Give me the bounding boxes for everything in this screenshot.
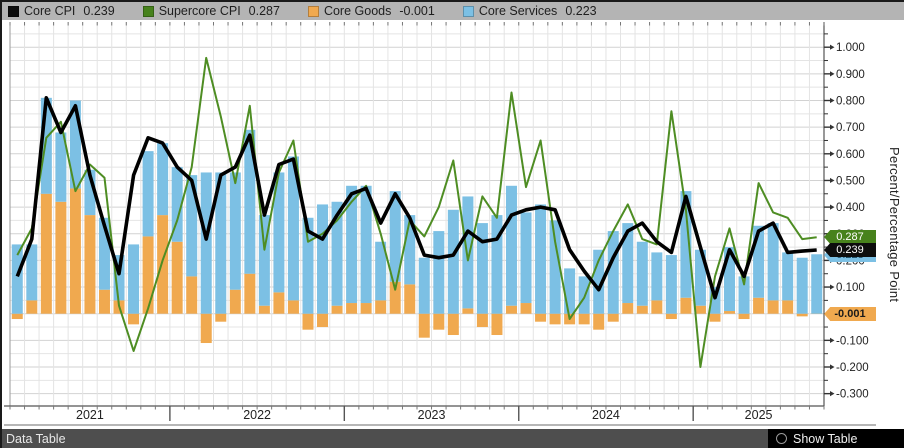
x-axis-year-labels: 2021 2022 2023 2024 2025 <box>76 406 773 422</box>
data-table-button[interactable]: Data Table <box>6 432 66 446</box>
legend-value: 0.239 <box>83 4 115 18</box>
y-axis-title: Percent/Percentage Point <box>887 147 902 303</box>
goods-axis-badge: -0.001 <box>824 307 876 321</box>
core-services-swatch-icon <box>462 5 474 17</box>
core-axis-badge: 0.239 <box>824 243 876 257</box>
footer-bar: Data Table Show Table <box>2 429 904 448</box>
svg-text:0.900: 0.900 <box>836 69 865 81</box>
show-table-button[interactable]: Show Table <box>768 429 904 448</box>
supercore-cpi-swatch-icon <box>142 5 154 17</box>
svg-text:-0.100: -0.100 <box>836 335 869 347</box>
svg-text:0.600: 0.600 <box>836 149 865 161</box>
legend-item-core-services[interactable]: Core Services 0.223 <box>462 4 597 18</box>
legend-value: 0.223 <box>565 4 597 18</box>
svg-text:1.000: 1.000 <box>836 42 865 54</box>
legend-label: Core Goods <box>323 4 392 18</box>
supercore-axis-badge: 0.287 <box>824 230 876 244</box>
supercore-line <box>16 56 817 368</box>
show-table-circle-icon <box>776 433 787 444</box>
svg-text:2022: 2022 <box>243 408 271 422</box>
legend-item-core-goods[interactable]: Core Goods -0.001 <box>307 4 435 18</box>
core-cpi-line <box>15 96 817 300</box>
core-goods-swatch-icon <box>307 5 319 17</box>
legend-item-supercore-cpi[interactable]: Supercore CPI 0.287 <box>142 4 280 18</box>
svg-text:-0.300: -0.300 <box>836 389 869 401</box>
chart-legend: Core CPI 0.239 Supercore CPI 0.287 Core … <box>2 2 904 20</box>
legend-value: -0.001 <box>399 4 435 18</box>
y-axis-right: -0.300-0.200-0.100-0.0000.1000.2000.3000… <box>824 33 869 401</box>
svg-text:2024: 2024 <box>592 408 620 422</box>
stacked-bars <box>11 97 823 344</box>
svg-text:-0.200: -0.200 <box>836 362 869 374</box>
legend-label: Supercore CPI <box>158 4 241 18</box>
legend-value: 0.287 <box>248 4 280 18</box>
svg-text:0.800: 0.800 <box>836 96 865 108</box>
legend-label: Core Services <box>478 4 558 18</box>
legend-item-core-cpi[interactable]: Core CPI 0.239 <box>8 4 115 18</box>
svg-text:0.100: 0.100 <box>836 282 865 294</box>
svg-text:0.500: 0.500 <box>836 175 865 187</box>
svg-text:2023: 2023 <box>418 408 446 422</box>
show-table-label: Show Table <box>793 431 858 446</box>
svg-text:2021: 2021 <box>76 408 104 422</box>
core-cpi-swatch-icon <box>8 5 19 17</box>
legend-label: Core CPI <box>24 4 76 18</box>
svg-text:2025: 2025 <box>745 408 773 422</box>
svg-text:0.400: 0.400 <box>836 202 865 214</box>
svg-text:0.700: 0.700 <box>836 122 865 134</box>
